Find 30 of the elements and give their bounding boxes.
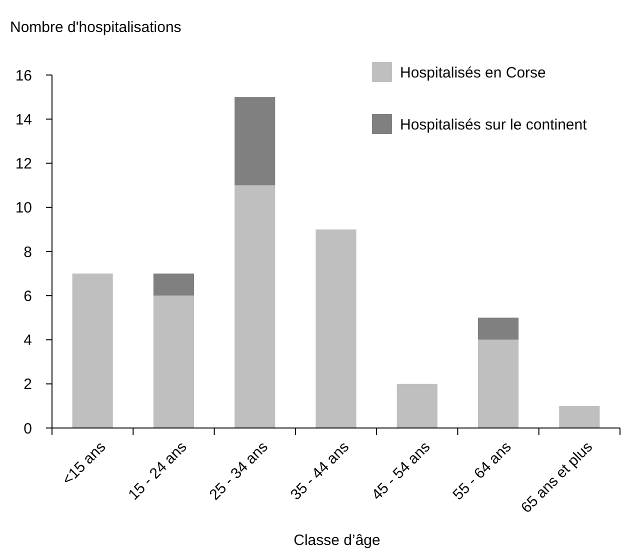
x-axis-title: Classe d’âge <box>294 532 380 549</box>
x-tick-label: 15 - 24 ans <box>125 438 190 504</box>
x-tick-label: <15 ans <box>59 438 110 489</box>
y-tick-label: 8 <box>24 244 32 261</box>
bar <box>559 406 600 428</box>
y-tick-label: 14 <box>15 111 32 128</box>
y-tick-label: 6 <box>24 288 32 305</box>
bar <box>234 97 276 186</box>
y-tick-label: 4 <box>24 332 32 349</box>
x-tick-label: 55 - 64 ans <box>450 438 515 504</box>
bar <box>478 340 519 428</box>
bar <box>316 229 356 428</box>
bar <box>72 274 113 428</box>
x-tick-label: 65 ans et plus <box>518 438 596 517</box>
y-tick-label: 10 <box>15 200 32 217</box>
y-tick-label: 16 <box>15 67 32 84</box>
y-tick-label: 2 <box>24 376 32 394</box>
legend-label: Hospitalisés sur le continent <box>400 116 588 134</box>
x-tick-label: 35 - 44 ans <box>287 438 353 504</box>
y-axis-title: Nombre d'hospitalisations <box>10 19 182 36</box>
bar <box>478 318 519 340</box>
y-tick-label: 0 <box>24 420 32 438</box>
bar <box>153 274 194 296</box>
x-tick-label: 45 - 54 ans <box>368 438 434 504</box>
bar <box>234 185 276 428</box>
bar <box>153 296 194 428</box>
bar <box>396 384 438 428</box>
x-tick-label: 25 - 34 ans <box>206 438 272 504</box>
legend-label: Hospitalisés en Corse <box>400 64 546 82</box>
y-tick-label: 12 <box>15 156 32 172</box>
